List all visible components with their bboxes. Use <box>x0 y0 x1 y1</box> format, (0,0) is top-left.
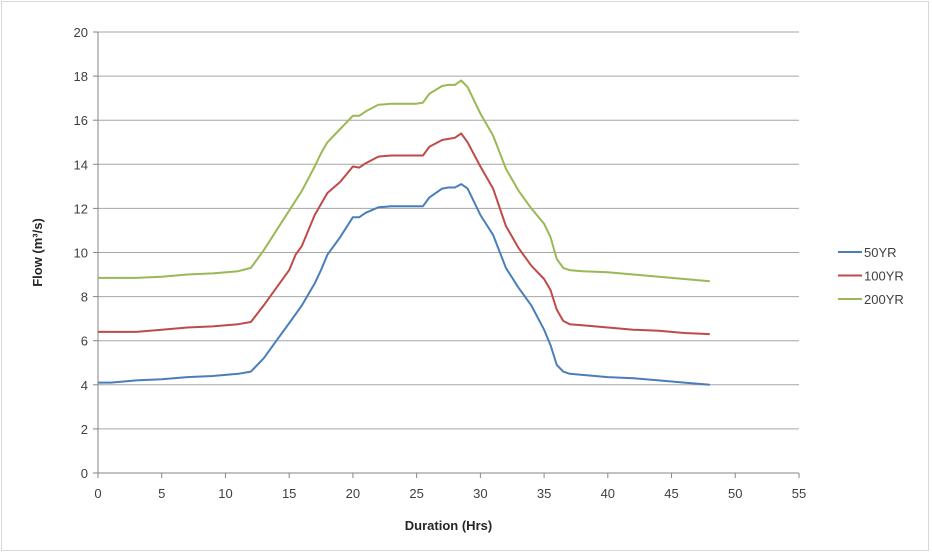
series-line-200yr <box>98 79 710 283</box>
x-tick-label: 25 <box>409 486 423 501</box>
x-tick-label: 35 <box>537 486 551 501</box>
y-tick-label: 14 <box>74 157 88 172</box>
y-tick-label: 0 <box>81 466 88 481</box>
gridlines <box>98 31 799 430</box>
y-tick-label: 12 <box>74 201 88 216</box>
series-line-100yr <box>98 132 710 336</box>
y-tick-label: 2 <box>81 422 88 437</box>
legend-label-200yr: 200YR <box>864 292 904 307</box>
x-tick-label: 50 <box>728 486 742 501</box>
y-tick-label: 4 <box>81 378 88 393</box>
x-tick-label: 15 <box>282 486 296 501</box>
legend-label-50yr: 50YR <box>864 245 897 260</box>
x-tick-label: 30 <box>473 486 487 501</box>
x-tick-label: 10 <box>218 486 232 501</box>
y-tick-label: 18 <box>74 69 88 84</box>
series-lines <box>98 79 710 386</box>
legend-label-100yr: 100YR <box>864 269 904 284</box>
x-tick-label: 40 <box>601 486 615 501</box>
tick-labels: 0 2 4 6 8 10 12 14 16 18 20 0 5 10 15 20 25 30 35 40 45 50 55 <box>74 25 807 501</box>
x-tick-label: 45 <box>664 486 678 501</box>
x-tick-label: 0 <box>94 486 101 501</box>
x-axis-title: Duration (Hrs) <box>405 518 492 533</box>
x-tick-label: 55 <box>792 486 806 501</box>
y-tick-label: 16 <box>74 113 88 128</box>
x-tick-label: 5 <box>158 486 165 501</box>
y-tick-label: 20 <box>74 25 88 40</box>
y-tick-label: 10 <box>74 246 88 261</box>
legend: 50YR 100YR 200YR <box>838 245 904 307</box>
y-tick-label: 6 <box>81 334 88 349</box>
y-tick-label: 8 <box>81 290 88 305</box>
series-line-50yr <box>98 183 710 386</box>
y-axis-title: Flow (m³/s) <box>30 218 45 287</box>
axes <box>93 31 800 478</box>
x-tick-label: 20 <box>346 486 360 501</box>
